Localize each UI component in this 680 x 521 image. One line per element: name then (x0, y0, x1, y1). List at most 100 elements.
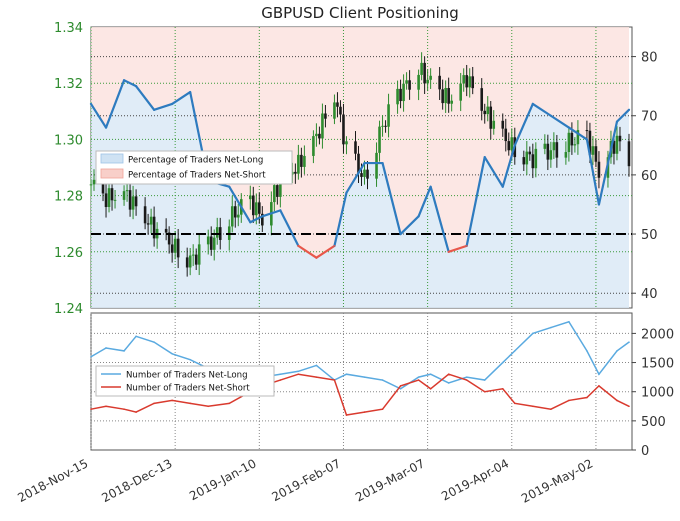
net-short-count-point (381, 408, 384, 410)
price-axis-tick-label: 1.26 (54, 246, 83, 261)
price-candle (321, 113, 324, 139)
price-candle (555, 142, 559, 158)
price-candle (543, 143, 547, 149)
price-candle (315, 133, 318, 137)
net-short-count-point (568, 399, 570, 402)
net-long-pct-segment (465, 156, 486, 247)
price-candle (375, 152, 378, 179)
price-candle (438, 75, 441, 90)
net-long-pct-segment (279, 209, 300, 247)
net-short-count-point (417, 379, 420, 381)
price-candle (528, 151, 532, 155)
net-long-pct-point (279, 209, 282, 212)
price-candle (570, 132, 574, 146)
net-short-count-point (123, 408, 125, 410)
x-tick-label: 2019-May-02 (519, 456, 595, 505)
net-long-pct-point (483, 156, 486, 159)
price-candle (236, 214, 240, 218)
x-tick-label: 2019-Mar-07 (353, 456, 427, 504)
net-long-pct-segment (261, 209, 282, 218)
net-short-count-point (550, 408, 552, 410)
price-candle (273, 185, 276, 203)
net-long-pct-point (363, 162, 366, 164)
price-candle (354, 141, 357, 154)
net-long-pct-segment (381, 161, 402, 236)
net-long-count-point (135, 335, 137, 338)
price-candle (420, 62, 423, 75)
price-candle (618, 135, 622, 142)
price-axis-tick-label: 1.34 (54, 21, 83, 36)
price-candle (459, 83, 462, 101)
price-candle (576, 130, 580, 145)
price-axis-tick-label: 1.30 (54, 133, 83, 148)
net-long-count-point (513, 350, 516, 352)
net-long-pct-segment (134, 85, 156, 111)
price-candle (345, 141, 348, 145)
net-short-count-point (465, 379, 468, 381)
price-candle (173, 238, 177, 253)
net-short-count-point (105, 405, 107, 408)
price-candle (170, 244, 174, 253)
net-long-pct-segment (549, 114, 570, 129)
net-long-pct-segment (567, 126, 589, 141)
net-long-count-point (586, 350, 588, 352)
price-candle (426, 79, 429, 84)
legend-label-net-short-count: Number of Traders Net-Short (126, 384, 250, 394)
net-long-pct-segment (333, 191, 348, 247)
price-candle (101, 179, 105, 194)
net-short-count-point (513, 402, 516, 405)
price-axis-tick-label: 1.32 (54, 77, 83, 92)
price-candle (110, 188, 114, 201)
net-long-pct-segment (501, 144, 516, 188)
price-candle (483, 110, 487, 115)
net-long-count-point (465, 376, 468, 378)
net-long-pct-point (123, 79, 125, 82)
net-long-pct-point (153, 108, 156, 111)
price-candle (252, 195, 255, 216)
net-long-pct-segment (171, 90, 192, 106)
count-legend: Number of Traders Net-Long Number of Trad… (95, 365, 275, 397)
price-candle (122, 191, 126, 200)
net-short-count-point (598, 385, 600, 387)
legend-label-net-long-pct: Percentage of Traders Net-Long (128, 156, 263, 166)
price-candle (176, 238, 180, 258)
price-candle (573, 144, 577, 146)
price-candle (501, 120, 505, 129)
net-long-pct-segment (597, 120, 619, 206)
price-candle (339, 106, 342, 115)
price-candle (396, 88, 399, 105)
price-candle (597, 161, 601, 178)
net-long-pct-point (228, 185, 231, 188)
price-candle (294, 171, 297, 174)
x-tick-label: 2019-Apr-04 (439, 456, 511, 503)
net-short-count-point (315, 376, 318, 378)
count-axis-tick-label: 2000 (641, 327, 674, 342)
count-legend-box (95, 365, 275, 397)
price-candle (276, 185, 279, 197)
net-long-count-point (363, 376, 366, 378)
price-candle (336, 102, 339, 107)
price-candle (465, 75, 468, 88)
net-long-pct-point (171, 103, 174, 105)
price-candle (417, 74, 420, 90)
x-tick-label: 2019-Feb-07 (269, 456, 342, 504)
net-long-pct-point (429, 185, 432, 188)
net-long-pct-point (616, 120, 618, 123)
net-short-count-point (135, 411, 137, 413)
price-candle (492, 120, 496, 129)
net-short-count-point (207, 405, 210, 408)
net-long-count-point (598, 373, 600, 376)
price-candle (378, 126, 381, 153)
net-long-pct-segment (345, 161, 366, 194)
price-candle (279, 177, 282, 197)
net-short-count-point (483, 390, 486, 393)
net-long-pct-point (261, 215, 264, 218)
net-long-pct-point (501, 185, 504, 188)
price-candle (408, 80, 411, 90)
price-candle (357, 153, 360, 174)
price-candle (107, 188, 111, 208)
pct-axis-tick-label: 60 (641, 169, 658, 184)
net-short-area (91, 27, 629, 258)
net-long-pct-point (135, 85, 137, 88)
